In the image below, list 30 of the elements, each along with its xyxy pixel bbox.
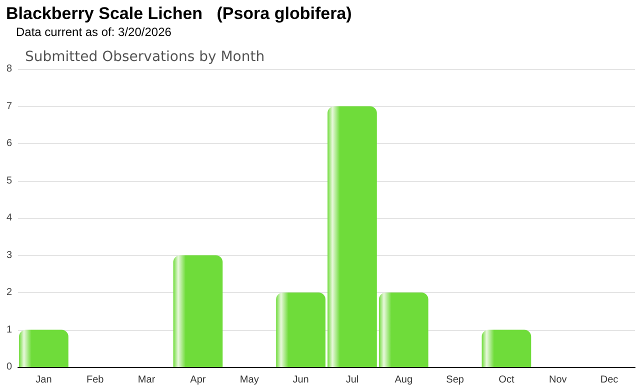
- x-tick-label: Jun: [292, 374, 309, 386]
- y-tick-label: 4: [6, 212, 12, 224]
- y-tick-label: 0: [6, 362, 12, 372]
- bar: [173, 255, 223, 367]
- bar: [19, 330, 68, 367]
- bar: [378, 292, 428, 367]
- chart-subtitle: Data current as of: 3/20/2026: [16, 25, 172, 39]
- x-tick-label: Apr: [190, 374, 206, 386]
- y-tick-label: 8: [6, 64, 12, 74]
- y-tick-label: 2: [6, 287, 12, 298]
- x-tick-label: Dec: [600, 374, 618, 386]
- chart-title: Blackberry Scale Lichen (Psora globifera): [6, 4, 352, 23]
- x-tick-label: Mar: [138, 374, 156, 386]
- y-tick-label: 1: [6, 324, 12, 336]
- bar: [328, 106, 377, 367]
- x-tick-label: May: [240, 374, 259, 386]
- x-tick-label: Aug: [394, 374, 413, 386]
- y-tick-label: 3: [6, 250, 12, 261]
- x-tick-label: Jan: [36, 374, 52, 386]
- bar: [276, 292, 326, 367]
- x-tick-label: Nov: [548, 374, 567, 386]
- x-tick-label: Feb: [86, 374, 104, 386]
- x-tick-label: Jul: [346, 374, 359, 386]
- y-tick-label: 6: [6, 138, 12, 149]
- y-tick-label: 7: [6, 100, 12, 112]
- text: Submitted Observations by Month: [25, 49, 265, 65]
- bar: [482, 330, 532, 367]
- x-tick-label: Sep: [446, 374, 464, 386]
- x-tick-label: Oct: [498, 374, 514, 386]
- y-tick-label: 5: [6, 175, 12, 186]
